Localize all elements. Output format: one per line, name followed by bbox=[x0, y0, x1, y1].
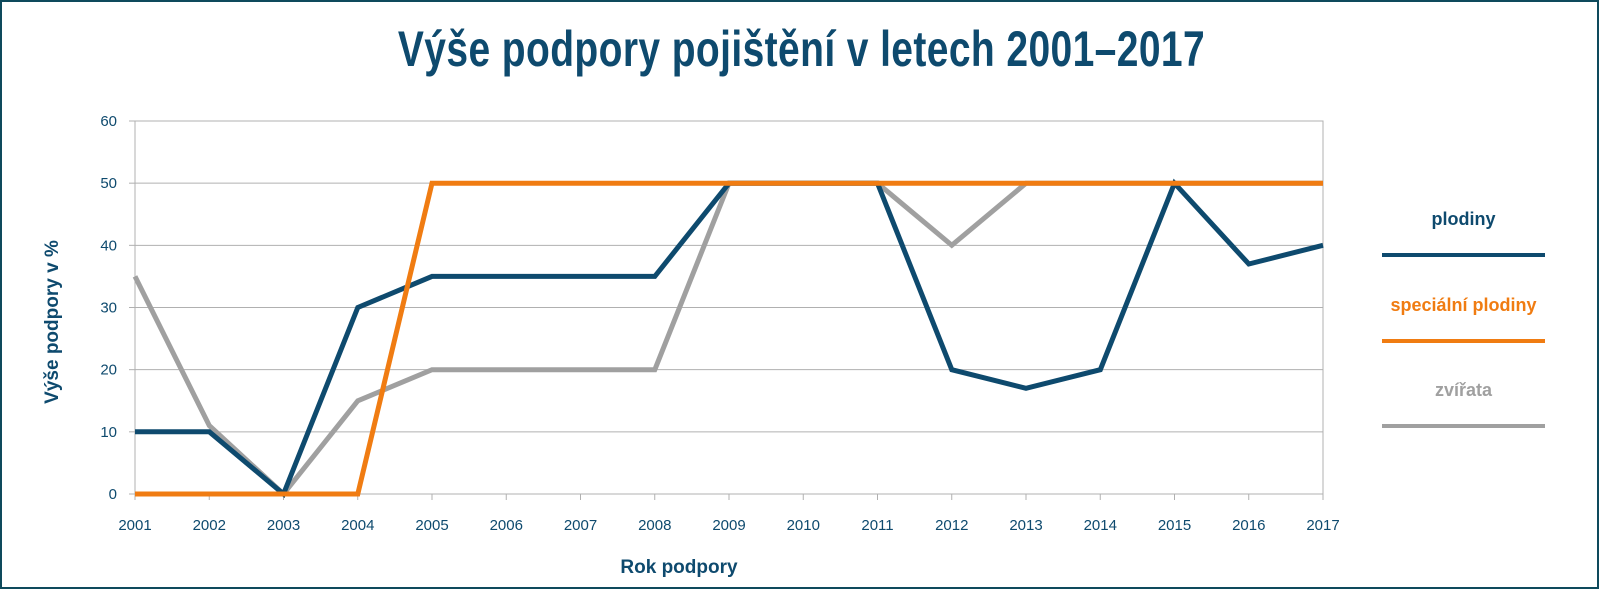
y-tick-label: 0 bbox=[109, 486, 117, 503]
grid-lines bbox=[129, 120, 1324, 500]
y-tick-label: 20 bbox=[100, 362, 117, 379]
series-line-1 bbox=[135, 180, 1323, 497]
x-axis-ticks: 2001 2002 2003 2004 2005 2006 2007 2008 2009 2010… bbox=[118, 517, 1339, 534]
x-tick-label: 2002 bbox=[193, 517, 226, 534]
series-lines bbox=[132, 178, 1324, 499]
series-line-0 bbox=[135, 178, 1324, 499]
x-tick-label: 2016 bbox=[1232, 517, 1265, 534]
x-tick-label: 2001 bbox=[118, 517, 151, 534]
x-tick-label: 2017 bbox=[1306, 517, 1339, 534]
x-tick-label: 2008 bbox=[638, 517, 671, 534]
legend-label: zvířata bbox=[1435, 380, 1493, 400]
chart-title: Výše podpory pojištění v letech 2001–201… bbox=[397, 21, 1206, 77]
series-line-2 bbox=[132, 180, 1323, 498]
x-tick-label: 2015 bbox=[1158, 517, 1191, 534]
legend-label: speciální plodiny bbox=[1390, 295, 1536, 315]
x-axis-title: Rok podpory bbox=[620, 557, 738, 578]
legend-label: plodiny bbox=[1432, 209, 1496, 229]
y-tick-label: 60 bbox=[100, 113, 117, 130]
x-tick-label: 2005 bbox=[415, 517, 448, 534]
y-axis-ticks: 0 10 20 30 40 50 60 bbox=[100, 113, 117, 503]
legend: plodiny speciální plodiny zvířata bbox=[1382, 209, 1545, 428]
x-tick-label: 2013 bbox=[1009, 517, 1042, 534]
x-tick-label: 2003 bbox=[267, 517, 300, 534]
x-tick-label: 2012 bbox=[935, 517, 968, 534]
x-tick-label: 2011 bbox=[861, 517, 893, 534]
y-tick-label: 30 bbox=[100, 300, 117, 317]
x-tick-label: 2009 bbox=[712, 517, 745, 534]
x-tick-label: 2007 bbox=[564, 517, 597, 534]
y-tick-label: 50 bbox=[100, 175, 117, 192]
y-tick-label: 10 bbox=[100, 424, 117, 441]
x-tick-label: 2004 bbox=[341, 517, 374, 534]
x-tick-label: 2014 bbox=[1084, 517, 1117, 534]
y-tick-label: 40 bbox=[100, 237, 117, 254]
x-tick-label: 2010 bbox=[787, 517, 820, 534]
y-axis-title: Výše podpory v % bbox=[42, 240, 63, 404]
x-tick-label: 2006 bbox=[490, 517, 523, 534]
